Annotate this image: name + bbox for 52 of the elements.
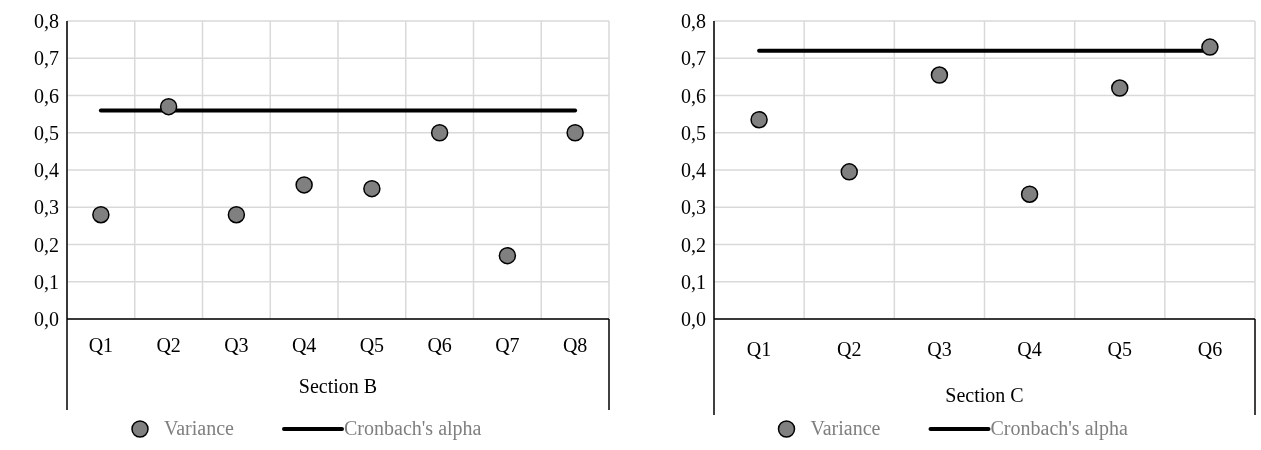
point: [566, 124, 584, 142]
x-axis-title: Section C: [945, 384, 1024, 406]
point: [840, 163, 858, 181]
y-tick-label: 0,0: [681, 308, 706, 330]
x-tick-label: Q8: [562, 334, 588, 356]
point: [750, 110, 768, 129]
y-tick-label: 0,2: [681, 233, 706, 256]
legend-label: Variance: [164, 417, 235, 439]
x-tick-label: Q5: [1107, 338, 1132, 360]
x-tick-label: Q1: [88, 334, 114, 356]
x-tick-label: Q2: [156, 334, 181, 356]
point: [1201, 38, 1219, 56]
point: [930, 66, 949, 84]
y-tick-label: 0,1: [34, 270, 59, 293]
x-axis-title: Section B: [298, 375, 378, 397]
x-tick-label: Q3: [927, 338, 952, 360]
x-tick-label: Q2: [837, 338, 862, 360]
point: [159, 97, 178, 116]
y-tick-label: 0,6: [681, 84, 706, 107]
y-tick-label: 0,0: [34, 308, 59, 330]
y-tick-label: 0,7: [34, 47, 59, 70]
point: [1111, 79, 1129, 97]
x-tick-label: Q7: [495, 334, 520, 356]
x-tick-label: Q4: [1017, 338, 1042, 360]
y-tick-label: 0,4: [34, 159, 59, 181]
point: [430, 124, 449, 142]
point: [227, 205, 246, 224]
y-tick-label: 0,8: [681, 10, 706, 32]
x-tick-label: Q6: [1197, 338, 1223, 360]
y-tick-label: 0,7: [681, 47, 706, 70]
x-tick-label: Q5: [359, 334, 385, 356]
y-tick-label: 0,5: [34, 121, 59, 144]
point: [363, 179, 381, 198]
legend-label: Variance: [810, 417, 881, 439]
point: [498, 246, 517, 265]
x-tick-label: Q3: [224, 334, 249, 356]
point: [1020, 185, 1039, 203]
legend-label: Cronbach's alpha: [990, 417, 1129, 440]
y-tick-label: 0,2: [34, 233, 59, 256]
legend-label: Cronbach's alpha: [344, 417, 482, 440]
y-tick-label: 0,8: [34, 10, 59, 32]
point: [295, 176, 313, 194]
y-tick-label: 0,3: [681, 196, 706, 219]
y-tick-label: 0,6: [34, 84, 59, 107]
x-tick-label: Q4: [291, 334, 317, 356]
point: [92, 205, 110, 224]
y-tick-label: 0,3: [34, 196, 59, 219]
y-tick-label: 0,1: [681, 270, 706, 293]
y-tick-label: 0,5: [681, 121, 706, 144]
x-tick-label: Q1: [746, 338, 772, 360]
x-tick-label: Q6: [427, 334, 452, 356]
y-tick-label: 0,4: [681, 159, 706, 181]
